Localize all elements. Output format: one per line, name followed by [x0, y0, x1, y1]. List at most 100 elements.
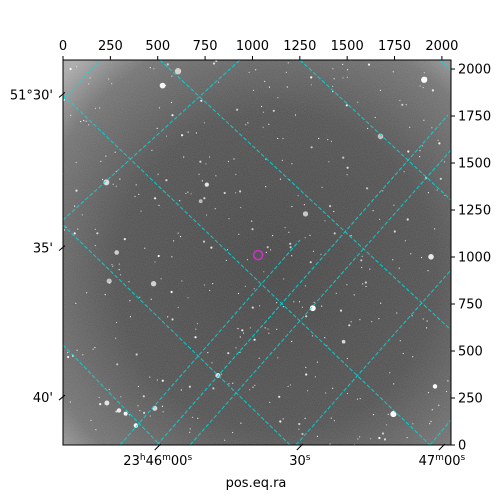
star: [437, 139, 439, 141]
x-axis-title: pos.eq.ra: [226, 476, 287, 491]
star: [272, 235, 274, 237]
star: [262, 111, 264, 113]
star: [419, 85, 421, 87]
star: [152, 405, 158, 411]
star: [399, 99, 401, 102]
star: [181, 134, 184, 137]
star: [203, 284, 205, 286]
star: [277, 137, 279, 140]
bottom-ra-axis: 23h46m00s 30s 47m00s: [123, 443, 465, 469]
star: [428, 253, 434, 260]
star: [411, 315, 413, 317]
star: [261, 105, 263, 108]
top-tick-label: 0: [59, 39, 67, 54]
star: [69, 401, 71, 403]
star: [108, 78, 110, 80]
star: [99, 107, 101, 109]
star: [324, 337, 326, 339]
star: [406, 218, 409, 221]
star: [347, 69, 349, 71]
star: [227, 352, 230, 355]
star: [283, 278, 285, 280]
star: [94, 244, 96, 247]
star: [282, 137, 284, 140]
star: [70, 114, 72, 116]
star: [198, 199, 203, 204]
star: [102, 178, 104, 181]
star: [438, 142, 441, 145]
star: [203, 197, 206, 200]
star: [112, 183, 114, 185]
star: [361, 266, 363, 269]
star: [325, 392, 327, 394]
star: [187, 297, 189, 299]
star: [330, 140, 332, 142]
dec-tick: [58, 92, 66, 98]
star: [242, 332, 245, 334]
star: [165, 179, 168, 182]
star: [284, 227, 286, 229]
star: [333, 420, 335, 422]
star: [410, 253, 412, 255]
star: [357, 438, 359, 440]
star: [237, 328, 239, 330]
star: [346, 284, 348, 286]
star: [426, 327, 428, 329]
star: [94, 347, 96, 349]
star: [212, 62, 216, 65]
star: [342, 77, 344, 79]
star: [69, 67, 72, 71]
star: [265, 251, 267, 253]
star: [203, 122, 205, 124]
star: [111, 264, 113, 266]
star: [170, 101, 173, 104]
star: [227, 160, 229, 163]
star: [253, 288, 255, 290]
star: [160, 278, 162, 280]
star: [120, 396, 122, 398]
star: [207, 352, 209, 354]
star: [252, 89, 255, 91]
star: [111, 83, 113, 85]
star: [79, 121, 82, 123]
star: [359, 436, 361, 438]
star: [215, 175, 217, 177]
star: [360, 259, 363, 262]
star: [333, 78, 335, 80]
dec-tick-label: 51°30': [10, 88, 53, 103]
star: [134, 195, 136, 198]
star: [270, 249, 272, 251]
star: [177, 232, 179, 234]
star: [294, 114, 297, 116]
star: [304, 237, 306, 239]
star: [333, 210, 335, 213]
star: [286, 86, 288, 88]
star: [342, 63, 344, 65]
star: [150, 281, 157, 287]
star: [367, 63, 371, 66]
star: [348, 324, 351, 327]
grid-line: [63, 94, 431, 445]
star: [86, 292, 88, 294]
star: [345, 104, 348, 107]
star: [362, 283, 364, 285]
star: [225, 259, 227, 261]
star: [64, 229, 66, 231]
star: [422, 145, 424, 147]
star: [249, 327, 251, 329]
star: [302, 211, 309, 217]
star: [133, 423, 139, 428]
star: [115, 321, 118, 324]
star: [276, 302, 278, 304]
star: [436, 189, 438, 191]
star: [350, 235, 352, 237]
star: [318, 137, 320, 140]
star: [381, 432, 385, 435]
star: [123, 238, 126, 241]
star: [99, 403, 102, 406]
star: [298, 422, 301, 426]
right-tick-label: 250: [458, 392, 483, 407]
star: [89, 77, 91, 79]
star: [185, 192, 187, 195]
star: [427, 392, 430, 394]
